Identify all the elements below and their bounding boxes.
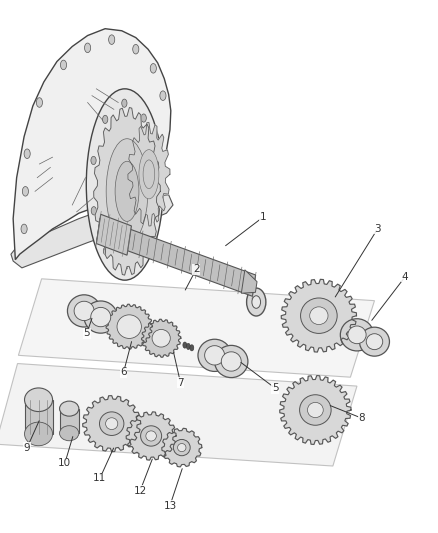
Circle shape [21,224,27,233]
Ellipse shape [366,334,383,350]
Text: 8: 8 [358,413,365,423]
Circle shape [153,154,159,163]
Text: 10: 10 [58,458,71,469]
Polygon shape [280,376,351,445]
Circle shape [109,35,115,44]
Ellipse shape [25,422,53,446]
Text: 5: 5 [272,383,279,393]
Polygon shape [106,304,152,349]
Text: 11: 11 [93,473,106,483]
Ellipse shape [67,295,101,327]
Ellipse shape [106,418,118,430]
Ellipse shape [307,402,323,418]
Ellipse shape [360,327,389,356]
Polygon shape [11,195,173,268]
Text: 5: 5 [83,328,90,338]
Ellipse shape [205,346,225,365]
Polygon shape [97,219,256,296]
Text: 7: 7 [177,378,184,387]
Text: 2: 2 [193,264,200,274]
Ellipse shape [310,307,328,325]
Circle shape [160,91,166,100]
Polygon shape [241,270,257,293]
Circle shape [22,187,28,196]
Ellipse shape [247,288,266,316]
Text: 9: 9 [24,442,31,453]
Polygon shape [60,409,79,433]
Ellipse shape [74,301,94,320]
Circle shape [60,60,67,70]
Ellipse shape [115,161,139,221]
Text: 3: 3 [374,224,381,234]
Text: 6: 6 [120,367,127,377]
Circle shape [153,205,159,213]
Ellipse shape [152,329,170,347]
Polygon shape [94,108,160,275]
Text: 12: 12 [134,486,147,496]
Circle shape [24,149,30,158]
Text: 4: 4 [402,272,409,282]
Ellipse shape [25,388,53,411]
Circle shape [187,343,191,350]
Circle shape [102,115,108,124]
Ellipse shape [139,150,159,199]
Ellipse shape [91,308,111,327]
Text: 13: 13 [163,500,177,511]
Ellipse shape [141,426,162,446]
Polygon shape [25,400,53,434]
Circle shape [141,114,146,122]
Polygon shape [141,319,181,357]
Ellipse shape [300,298,337,334]
Ellipse shape [215,345,248,377]
Ellipse shape [60,426,79,441]
Circle shape [142,246,147,254]
Ellipse shape [340,319,374,351]
Polygon shape [281,279,357,352]
Ellipse shape [173,439,190,456]
Ellipse shape [117,315,141,338]
Ellipse shape [146,431,156,441]
Circle shape [36,98,42,107]
Circle shape [91,156,96,165]
Circle shape [190,345,194,351]
Ellipse shape [348,326,366,344]
Text: 1: 1 [259,212,266,222]
Ellipse shape [300,395,331,425]
Circle shape [85,43,91,53]
Ellipse shape [143,160,155,189]
Circle shape [122,99,127,107]
Ellipse shape [221,352,241,371]
Ellipse shape [198,339,231,372]
Circle shape [150,63,156,73]
Ellipse shape [60,401,79,416]
Ellipse shape [84,301,117,333]
Circle shape [91,207,96,215]
Polygon shape [126,412,176,460]
Ellipse shape [177,443,186,451]
Circle shape [103,247,109,255]
Circle shape [123,262,128,270]
Ellipse shape [252,296,261,308]
Polygon shape [162,429,202,467]
Polygon shape [96,214,131,255]
Polygon shape [0,364,357,466]
Ellipse shape [106,139,148,244]
Circle shape [183,342,187,348]
Ellipse shape [86,89,163,280]
Polygon shape [13,29,171,260]
Polygon shape [83,395,141,451]
Polygon shape [18,279,374,377]
Polygon shape [128,123,170,226]
Circle shape [133,44,139,54]
Ellipse shape [99,412,124,435]
